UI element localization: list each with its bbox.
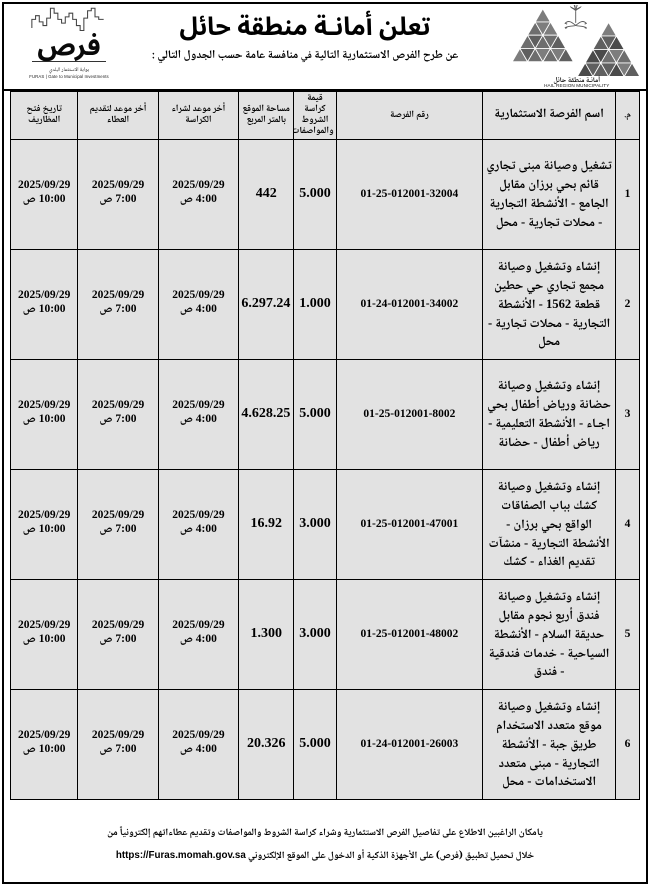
svg-text:HAIL REGION MUNICIPALITY: HAIL REGION MUNICIPALITY xyxy=(544,83,609,88)
